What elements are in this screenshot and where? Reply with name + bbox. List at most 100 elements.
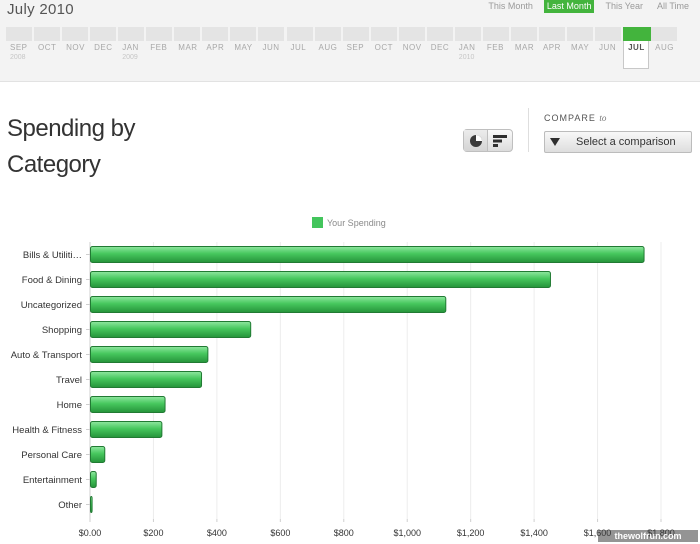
spending-bar-chart: Bills & Utiliti… Food & Dining Uncategoriz… — [11, 242, 675, 538]
timeline-year-label: 2008 — [10, 54, 26, 61]
chart-bar — [90, 371, 203, 388]
timeline-month[interactable]: OCT — [370, 27, 397, 69]
timeline-slot — [258, 27, 285, 41]
chart-x-tick-label: $1,000 — [393, 528, 421, 538]
timeline-month-label: MAR — [514, 43, 535, 52]
timeline-month[interactable]: APR — [202, 27, 229, 69]
timeline-month-label: AUG — [318, 43, 338, 52]
chart-category-label: Auto & Transport — [11, 350, 83, 361]
chart-category-label: Health & Fitness — [12, 425, 82, 436]
pie-view-button[interactable] — [464, 130, 488, 151]
chart-bar — [90, 296, 447, 313]
chart-x-tick-label: $1,400 — [520, 528, 548, 538]
header-divider — [528, 108, 529, 152]
timeline-slot — [174, 27, 201, 41]
timeline-month[interactable]: MAY — [230, 27, 257, 69]
timeline-month[interactable]: AUG — [651, 27, 678, 69]
timeline-slot — [34, 27, 61, 41]
range-tab-all-time[interactable]: All Time — [656, 1, 689, 11]
bar-chart-icon — [493, 134, 507, 147]
compare-label: COMPARE to — [544, 113, 607, 123]
timeline-month[interactable]: MAY — [567, 27, 593, 69]
timeline-month-label: APR — [542, 43, 561, 52]
timeline-slot — [651, 27, 678, 41]
timeline-month[interactable]: JUL — [623, 27, 652, 69]
chart-x-tick-label: $1,200 — [457, 528, 485, 538]
chart-bar — [90, 271, 551, 288]
chart-legend: Your Spending — [312, 217, 386, 228]
chart-bar — [90, 496, 93, 513]
timeline-slot — [398, 27, 425, 41]
timeline-slot — [370, 27, 397, 41]
timeline-month[interactable]: JUN — [595, 27, 622, 69]
chart-bar — [90, 421, 163, 438]
timeline-slot — [62, 27, 89, 41]
timeline-slot — [510, 27, 537, 41]
chart-x-tick-label: $400 — [207, 528, 227, 538]
chart-view-toggle — [463, 129, 513, 152]
chart-x-tick-label: $0.00 — [79, 528, 102, 538]
comparison-select[interactable]: Select a comparison — [544, 131, 692, 153]
timeline-month-label: DEC — [94, 43, 113, 52]
timeline-year-label: 2009 — [122, 54, 138, 61]
chart-category-label: Travel — [56, 375, 82, 386]
timeline-month[interactable]: NOV — [398, 27, 425, 69]
timeline-slot — [342, 27, 369, 41]
timeline-month[interactable]: AUG — [314, 27, 341, 69]
chart-x-tick-label: $800 — [334, 528, 354, 538]
timeline-slot — [426, 27, 453, 41]
timeline-month[interactable]: NOV — [62, 27, 89, 69]
timeline-slot — [202, 27, 229, 41]
timeline-month[interactable]: SEP — [342, 27, 369, 69]
timeline-month[interactable]: JAN 2009 — [118, 27, 145, 69]
timeline-month-label: FEB — [486, 43, 504, 52]
chart-category-label: Entertainment — [23, 475, 83, 486]
chart-bar — [90, 246, 645, 263]
page-title-line2: Category — [7, 151, 101, 178]
chart-category-label: Shopping — [42, 325, 82, 336]
timeline-month[interactable]: DEC — [426, 27, 453, 69]
timeline-month-label: MAY — [571, 43, 590, 52]
timeline-month-label: APR — [206, 43, 225, 52]
timeline-month-label: JUL — [290, 43, 307, 52]
timeline-month[interactable]: MAR — [510, 27, 537, 69]
chart-category-label: Home — [57, 400, 82, 411]
timeline-slot — [146, 27, 173, 41]
timeline-month[interactable]: JUN — [258, 27, 285, 69]
timeline-slot — [6, 27, 32, 41]
timeline-month[interactable]: MAR — [174, 27, 201, 69]
chart-x-tick-label: $200 — [143, 528, 163, 538]
timeline-month[interactable]: FEB — [146, 27, 173, 69]
chart-bar — [90, 471, 97, 488]
timeline-month[interactable]: OCT — [34, 27, 61, 69]
timeline-slot — [538, 27, 565, 41]
timeline-slot — [286, 27, 313, 41]
timeline-month[interactable]: SEP 2008 — [6, 27, 32, 69]
legend-label: Your Spending — [327, 217, 386, 228]
timeline-month-label: OCT — [38, 43, 57, 52]
timeline-month-label: JUN — [262, 43, 280, 52]
range-tab-this-month[interactable]: This Month — [488, 1, 533, 11]
timeline-month[interactable]: JAN 2010 — [454, 27, 481, 69]
chart-category-label: Bills & Utiliti… — [23, 250, 82, 261]
watermark: thewolfrun.com — [598, 530, 698, 542]
legend-swatch — [312, 217, 323, 228]
triangle-down-icon — [545, 132, 565, 152]
range-tab-this-year[interactable]: This Year — [605, 1, 643, 11]
timeline-month-label: MAR — [178, 43, 198, 52]
chart-bar — [90, 321, 252, 338]
chart-x-tick-label: $1,600 — [584, 528, 612, 538]
chart-bar — [90, 446, 106, 463]
timeline-month[interactable]: DEC — [90, 27, 117, 69]
timeline-month[interactable]: JUL — [286, 27, 313, 69]
bar-view-button[interactable] — [488, 130, 512, 151]
range-tab-last-month[interactable]: Last Month — [543, 0, 595, 13]
timeline-month-label: JUL — [628, 43, 645, 52]
pie-chart-icon — [469, 134, 482, 147]
period-header: July 2010 This Month Last Month This Year A… — [0, 0, 700, 82]
timeline-month[interactable]: FEB — [482, 27, 509, 69]
chart-category-label: Personal Care — [21, 450, 82, 461]
chart-bar — [90, 396, 166, 413]
timeline-slot — [482, 27, 509, 41]
timeline-month[interactable]: APR — [538, 27, 565, 69]
